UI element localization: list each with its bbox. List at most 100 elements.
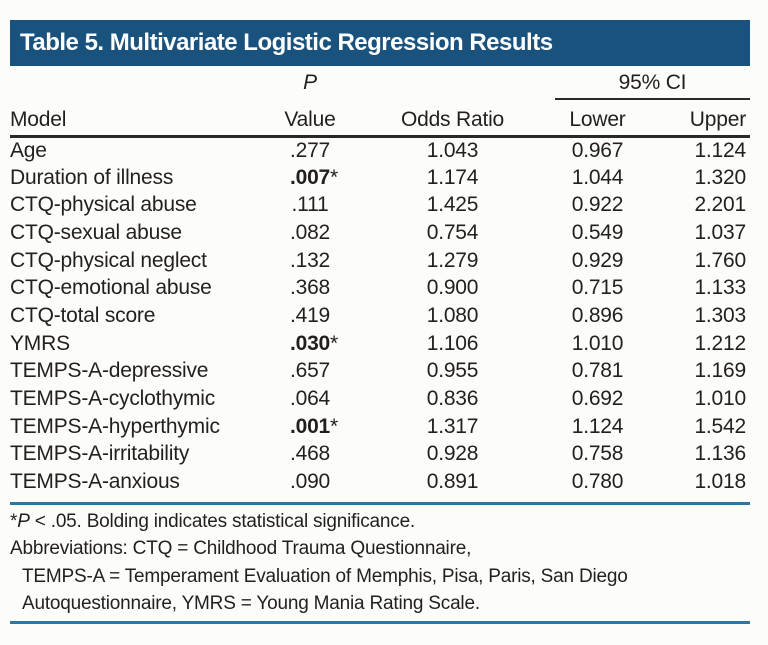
table-row: CTQ-physical neglect .132 1.279 0.929 1.760 xyxy=(10,247,750,275)
p-value-cell: .368 xyxy=(289,276,331,300)
abbreviation-line: Abbreviations: CTQ = Childhood Trauma Qu… xyxy=(10,538,472,560)
p-value-cell: .007 * xyxy=(289,165,339,189)
abbreviation-line: TEMPS-A = Temperament Evaluation of Memp… xyxy=(22,565,628,587)
ci-upper-cell: 1.136 xyxy=(694,442,746,466)
p-value-cell: .111 xyxy=(291,193,329,217)
col-header-ci-upper: Upper xyxy=(660,100,750,138)
model-cell: TEMPS-A-depressive xyxy=(10,359,209,383)
ci-upper-cell: 1.303 xyxy=(694,303,746,327)
odds-ratio-cell: 0.891 xyxy=(426,470,479,494)
ci-upper-cell: 1.169 xyxy=(694,359,746,383)
table-row: CTQ-total score .419 1.080 0.896 1.303 xyxy=(10,302,750,330)
model-cell: TEMPS-A-anxious xyxy=(10,470,180,494)
model-cell: CTQ-total score xyxy=(10,303,156,327)
significance-marker: * xyxy=(330,165,339,189)
table-row: TEMPS-A-depressive .657 0.955 0.781 1.169 xyxy=(10,358,750,386)
table-title-bar: Table 5. Multivariate Logistic Regressio… xyxy=(10,20,750,66)
ci-lower-cell: 0.922 xyxy=(571,193,624,217)
header-spacer xyxy=(370,66,535,100)
odds-ratio-cell: 0.754 xyxy=(426,220,479,244)
odds-ratio-cell: 1.174 xyxy=(426,165,479,189)
regression-table: P 95% CI Model Value Odds Ratio Lower Up… xyxy=(10,66,750,496)
odds-ratio-cell: 0.836 xyxy=(426,387,479,411)
ci-lower-cell: 0.929 xyxy=(571,248,624,272)
model-cell: Duration of illness xyxy=(10,165,174,189)
table-row: TEMPS-A-hyperthymic .001 * 1.317 1.124 1.542 xyxy=(10,413,750,441)
odds-ratio-cell: 1.043 xyxy=(426,138,479,162)
odds-ratio-cell: 1.279 xyxy=(426,248,479,272)
model-cell: Age xyxy=(10,138,47,162)
odds-ratio-cell: 1.425 xyxy=(426,193,479,217)
p-value-cell: .419 xyxy=(289,303,331,327)
ci-lower-cell: 0.967 xyxy=(571,138,624,162)
table-row: CTQ-emotional abuse .368 0.900 0.715 1.133 xyxy=(10,274,750,302)
ci-lower-cell: 1.124 xyxy=(571,414,624,438)
divider-rule-bottom xyxy=(10,620,750,624)
p-value-cell: .064 xyxy=(289,387,331,411)
ci-upper-cell: 1.018 xyxy=(694,470,746,494)
odds-ratio-cell: 0.955 xyxy=(426,359,479,383)
ci-lower-cell: 0.896 xyxy=(571,303,624,327)
table-row: Duration of illness .007 * 1.174 1.044 1.320 xyxy=(10,164,750,192)
p-value-cell: .030 * xyxy=(289,331,339,355)
p-value-cell: .657 xyxy=(289,359,331,383)
ci-upper-cell: 1.133 xyxy=(694,276,746,300)
col-header-ci-lower: Lower xyxy=(535,100,660,138)
ci-lower-cell: 1.010 xyxy=(571,331,624,355)
p-value-cell: .468 xyxy=(289,442,331,466)
p-value-cell: .082 xyxy=(289,220,331,244)
ci-upper-cell: 1.320 xyxy=(694,165,746,189)
p-header: P xyxy=(303,71,317,94)
significance-marker: * xyxy=(330,414,339,438)
model-cell: CTQ-physical abuse xyxy=(10,193,197,217)
ci-upper-cell: 1.010 xyxy=(694,387,746,411)
p-value-cell: .277 xyxy=(289,138,331,162)
table-body: Age .277 1.043 0.967 1.124 Duration of illnes… xyxy=(10,136,750,496)
odds-ratio-cell: 0.900 xyxy=(426,276,479,300)
table-row: TEMPS-A-irritability .468 0.928 0.758 1.136 xyxy=(10,441,750,469)
col-header-model: Model xyxy=(10,100,250,138)
p-value-cell: .001 * xyxy=(289,414,339,438)
abbreviation-line: Autoquestionnaire, YMRS = Young Mania Ra… xyxy=(22,593,480,615)
divider-rule-top xyxy=(10,501,750,505)
table-row: CTQ-sexual abuse .082 0.754 0.549 1.037 xyxy=(10,219,750,247)
header-row-top: P 95% CI xyxy=(10,66,750,100)
col-header-p-value: Value xyxy=(250,100,370,138)
ci-lower-cell: 0.549 xyxy=(571,220,624,244)
odds-ratio-cell: 1.080 xyxy=(426,303,479,327)
significance-marker: * xyxy=(330,331,339,355)
significance-note: *P < .05. Bolding indicates statistical … xyxy=(10,510,416,532)
ci-upper-cell: 1.542 xyxy=(694,414,746,438)
model-cell: CTQ-emotional abuse xyxy=(10,276,212,300)
table-row: Age .277 1.043 0.967 1.124 xyxy=(10,136,750,164)
model-cell: TEMPS-A-hyperthymic xyxy=(10,414,220,438)
ci-group-header: 95% CI xyxy=(555,71,750,100)
ci-lower-cell: 0.780 xyxy=(571,470,624,494)
ci-upper-cell: 2.201 xyxy=(694,193,746,217)
odds-ratio-cell: 1.317 xyxy=(426,414,479,438)
ci-lower-cell: 0.715 xyxy=(571,276,624,300)
table-row: TEMPS-A-anxious .090 0.891 0.780 1.018 xyxy=(10,468,750,496)
ci-lower-cell: 1.044 xyxy=(571,165,624,189)
odds-ratio-cell: 1.106 xyxy=(426,331,479,355)
model-cell: CTQ-sexual abuse xyxy=(10,220,182,244)
col-header-odds-ratio: Odds Ratio xyxy=(370,100,535,138)
ci-lower-cell: 0.758 xyxy=(571,442,624,466)
odds-ratio-cell: 0.928 xyxy=(426,442,479,466)
table-row: TEMPS-A-cyclothymic .064 0.836 0.692 1.010 xyxy=(10,385,750,413)
table-title: Table 5. Multivariate Logistic Regressio… xyxy=(20,29,553,56)
ci-upper-cell: 1.212 xyxy=(694,331,746,355)
model-cell: YMRS xyxy=(10,331,70,355)
model-cell: CTQ-physical neglect xyxy=(10,248,207,272)
abbreviations-note: Abbreviations: CTQ = Childhood Trauma Qu… xyxy=(10,535,750,618)
footnotes: *P < .05. Bolding indicates statistical … xyxy=(10,505,750,618)
header-spacer xyxy=(10,66,250,100)
ci-upper-cell: 1.124 xyxy=(694,138,746,162)
p-value-cell: .090 xyxy=(289,470,331,494)
p-value-cell: .132 xyxy=(289,248,331,272)
ci-upper-cell: 1.037 xyxy=(694,220,746,244)
model-cell: TEMPS-A-cyclothymic xyxy=(10,387,216,411)
table-row: YMRS .030 * 1.106 1.010 1.212 xyxy=(10,330,750,358)
ci-lower-cell: 0.692 xyxy=(571,387,624,411)
